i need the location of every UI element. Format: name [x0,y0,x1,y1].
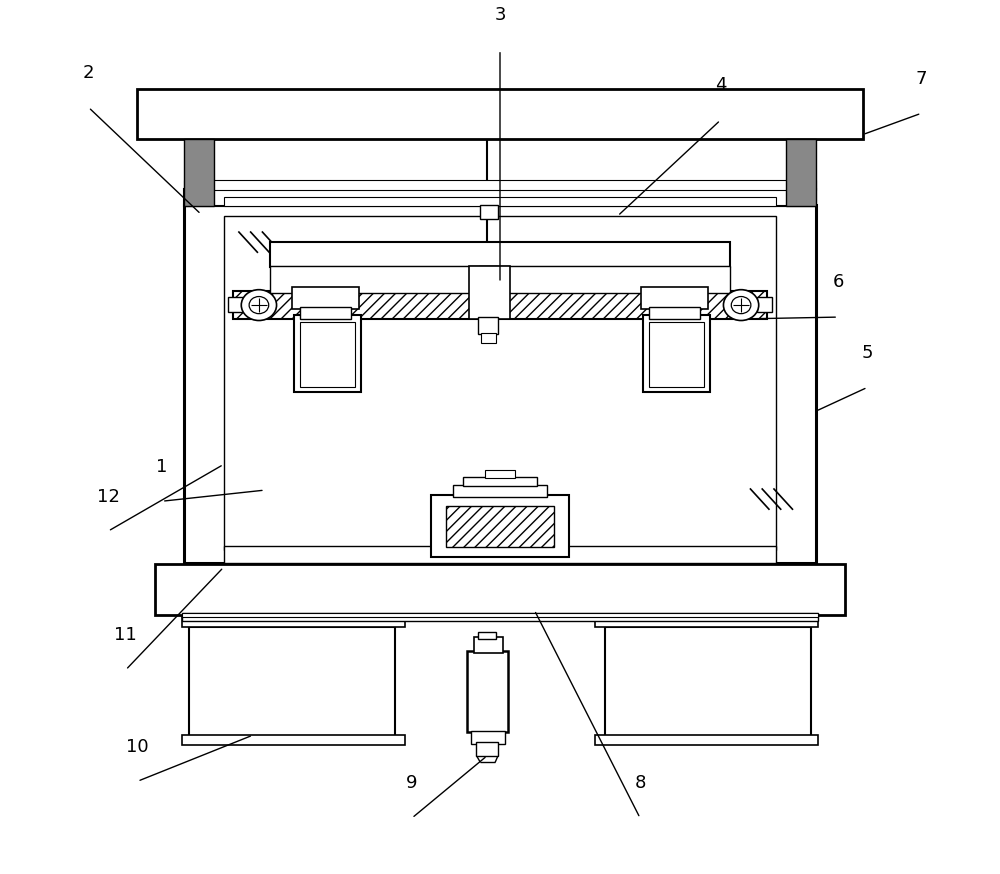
Text: 11: 11 [114,627,137,644]
Bar [182,613,818,617]
Bar [184,205,816,563]
Bar [189,628,395,739]
Bar [446,505,554,546]
Text: 2: 2 [83,64,94,81]
Bar [643,316,710,392]
Bar [481,332,496,343]
Bar [485,469,515,478]
Bar [155,564,845,615]
Bar [463,477,537,486]
Bar [595,735,818,746]
Bar [137,89,863,139]
Circle shape [249,296,269,314]
Bar [649,323,704,387]
Bar [182,615,405,628]
Bar [649,307,700,319]
Bar [595,615,818,628]
Bar [270,266,730,293]
Bar [469,266,510,319]
Text: 1: 1 [156,458,168,475]
Bar [480,205,498,218]
Bar [641,287,708,309]
Text: 8: 8 [634,774,646,793]
Bar [786,139,816,205]
Text: 4: 4 [715,76,726,94]
Bar [474,637,503,653]
Bar [757,296,772,312]
Bar [605,628,811,739]
Bar [228,296,243,312]
Bar [270,242,730,267]
Bar [224,198,776,205]
Bar [184,139,214,205]
Bar [224,216,776,550]
Bar [478,317,498,334]
Bar [182,735,405,746]
Bar [233,291,767,319]
Bar [300,323,355,387]
Bar [431,496,569,557]
Bar [453,485,547,497]
Bar [184,189,816,205]
Circle shape [241,289,277,321]
Bar [479,266,497,278]
Circle shape [731,296,751,314]
Text: 10: 10 [126,738,149,756]
Bar [184,180,816,191]
Text: 3: 3 [494,6,506,24]
Text: 6: 6 [832,274,844,291]
Bar [294,316,361,392]
Bar [292,287,359,309]
Bar [182,613,818,621]
Bar [224,545,776,563]
Bar [471,731,505,744]
Text: 12: 12 [97,488,119,505]
Circle shape [723,289,759,321]
Text: 7: 7 [916,70,927,87]
Bar [300,307,351,319]
Text: 5: 5 [862,343,873,362]
Bar [467,651,508,732]
Bar [476,742,498,756]
Bar [478,632,496,639]
Text: 9: 9 [406,774,418,793]
